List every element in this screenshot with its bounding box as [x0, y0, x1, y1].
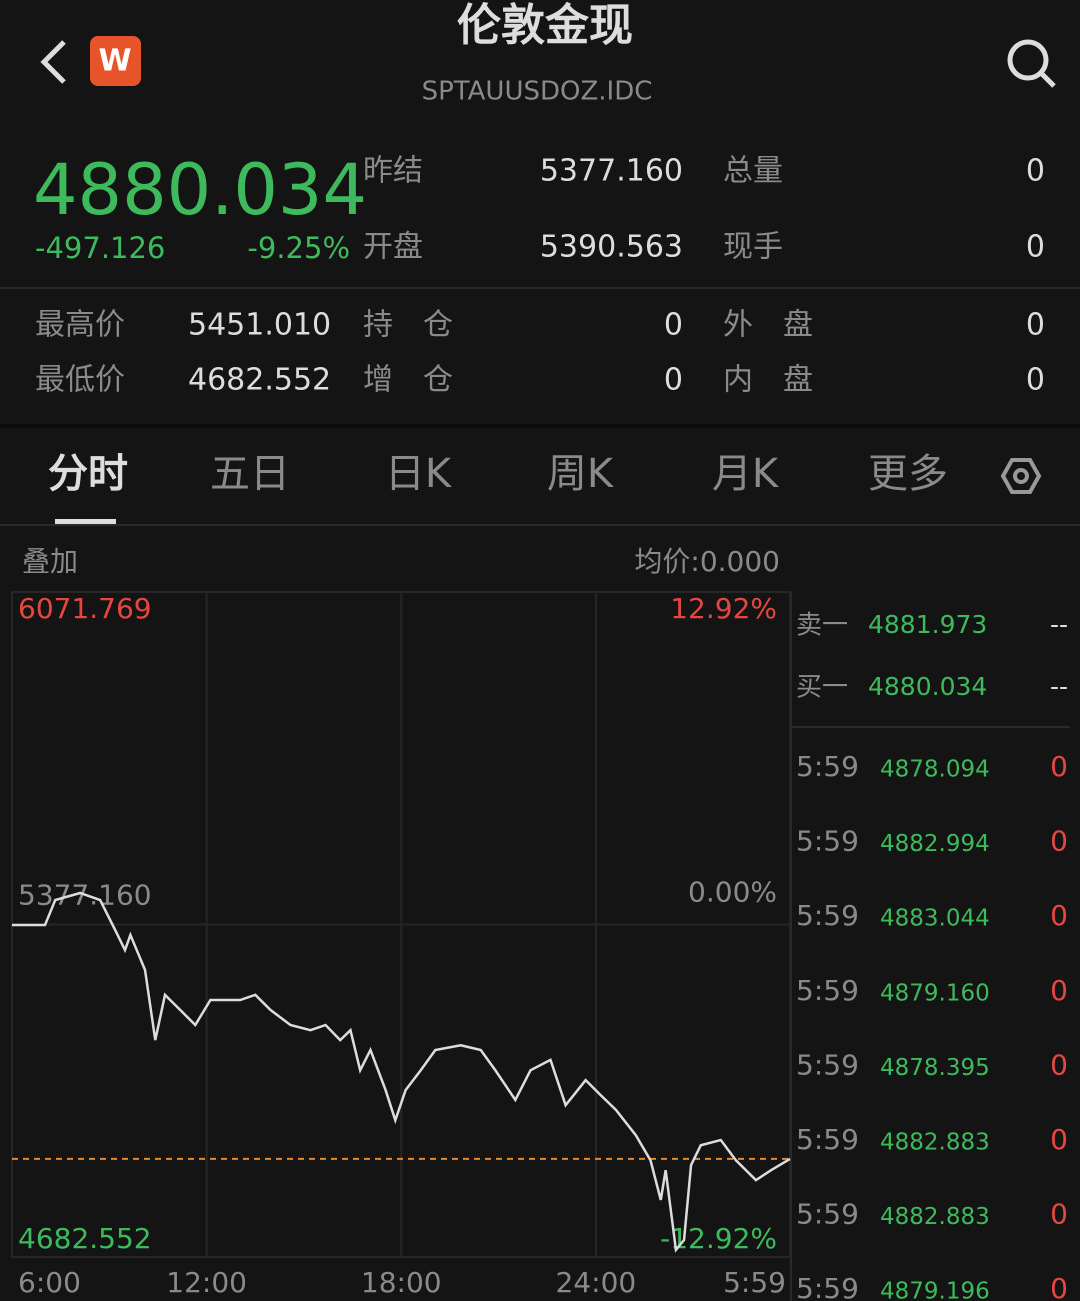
change: -497.126	[35, 231, 165, 265]
tick-time: 5:59	[796, 1272, 859, 1301]
change-pct: -9.25%	[247, 231, 350, 265]
stat-value: 4682.552	[188, 363, 331, 398]
tick-price: 4882.883	[880, 1130, 990, 1156]
tick-volume: 0	[1050, 899, 1068, 932]
y-tick-label: 6071.769	[18, 592, 152, 625]
subtitle: SPTAUUSDOZ.IDC	[422, 77, 653, 107]
book-label: 买一	[796, 673, 848, 703]
tab[interactable]: 五日	[210, 451, 290, 497]
book-price: 4881.973	[868, 610, 987, 639]
tick-time: 5:59	[796, 1198, 859, 1231]
tick-price: 4883.044	[880, 906, 990, 932]
divider	[0, 424, 1080, 428]
tick-volume: 0	[1050, 1123, 1068, 1156]
field-label: 昨结	[363, 154, 423, 189]
tick-price: 4879.160	[880, 980, 990, 1006]
stat-value: 0	[664, 308, 683, 343]
field-label: 开盘	[363, 230, 423, 265]
field-label: 现手	[723, 230, 783, 265]
avg-price: 均价:0.000	[634, 545, 780, 578]
field-label: 总量	[723, 154, 783, 189]
stat-label: 持 仓	[363, 308, 453, 343]
back-button[interactable]	[40, 40, 66, 84]
tick-time: 5:59	[796, 1048, 859, 1081]
tick-time: 5:59	[796, 974, 859, 1007]
y-tick-label: 4682.552	[18, 1222, 152, 1255]
stat-value: 0	[664, 363, 683, 398]
tick-price: 4882.883	[880, 1204, 990, 1230]
stat-label: 最高价	[35, 308, 125, 343]
y2-tick-label: 12.92%	[670, 592, 777, 625]
tab[interactable]: 日K	[385, 451, 453, 497]
field-value: 0	[1026, 154, 1045, 189]
book-label: 卖一	[796, 611, 848, 641]
x-tick-label: 18:00	[361, 1266, 442, 1299]
tick-volume: 0	[1050, 1198, 1068, 1231]
y2-tick-label: 0.00%	[688, 876, 777, 909]
tick-volume: 0	[1050, 825, 1068, 858]
tab[interactable]: 更多	[868, 451, 948, 497]
search-button[interactable]	[1007, 39, 1056, 88]
book-volume: --	[1050, 672, 1068, 701]
stat-value: 5451.010	[188, 308, 331, 343]
tick-volume: 0	[1050, 1272, 1068, 1301]
field-value: 5390.563	[540, 230, 683, 265]
stat-label: 外 盘	[723, 308, 813, 343]
x-tick-label: 6:00	[18, 1266, 81, 1299]
logo-icon	[90, 36, 141, 86]
y2-tick-label: -12.92%	[660, 1222, 777, 1255]
stat-label: 增 仓	[363, 363, 453, 398]
tick-price: 4879.196	[880, 1279, 990, 1301]
tick-price: 4878.395	[880, 1055, 990, 1081]
settings-button[interactable]	[1000, 458, 1042, 494]
price-line	[12, 891, 791, 1253]
tick-volume: 0	[1050, 1048, 1068, 1081]
overlay-button[interactable]: 叠加	[22, 545, 78, 578]
tick-volume: 0	[1050, 750, 1068, 783]
tick-price: 4882.994	[880, 831, 990, 857]
tick-volume: 0	[1050, 974, 1068, 1007]
x-tick-label: 24:00	[556, 1266, 637, 1299]
tick-time: 5:59	[796, 1123, 859, 1156]
x-tick-label: 5:59	[723, 1266, 786, 1299]
tab[interactable]: 周K	[547, 451, 615, 497]
tab[interactable]: 分时	[48, 451, 128, 497]
stat-label: 最低价	[35, 363, 125, 398]
tick-time: 5:59	[796, 899, 859, 932]
book-volume: --	[1050, 610, 1068, 639]
stat-value: 0	[1026, 363, 1045, 398]
price: 4880.034	[33, 149, 367, 231]
tab[interactable]: 月K	[712, 451, 780, 497]
x-tick-label: 12:00	[166, 1266, 247, 1299]
tick-time: 5:59	[796, 825, 859, 858]
stat-value: 0	[1026, 308, 1045, 343]
tab-indicator	[55, 519, 116, 524]
stat-label: 内 盘	[723, 363, 813, 398]
book-price: 4880.034	[868, 672, 987, 701]
tick-time: 5:59	[796, 750, 859, 783]
field-value: 5377.160	[540, 154, 683, 189]
tick-price: 4878.094	[880, 757, 990, 783]
field-value: 0	[1026, 230, 1045, 265]
logo-text: W	[98, 44, 131, 79]
title: 伦敦金现	[457, 0, 633, 51]
